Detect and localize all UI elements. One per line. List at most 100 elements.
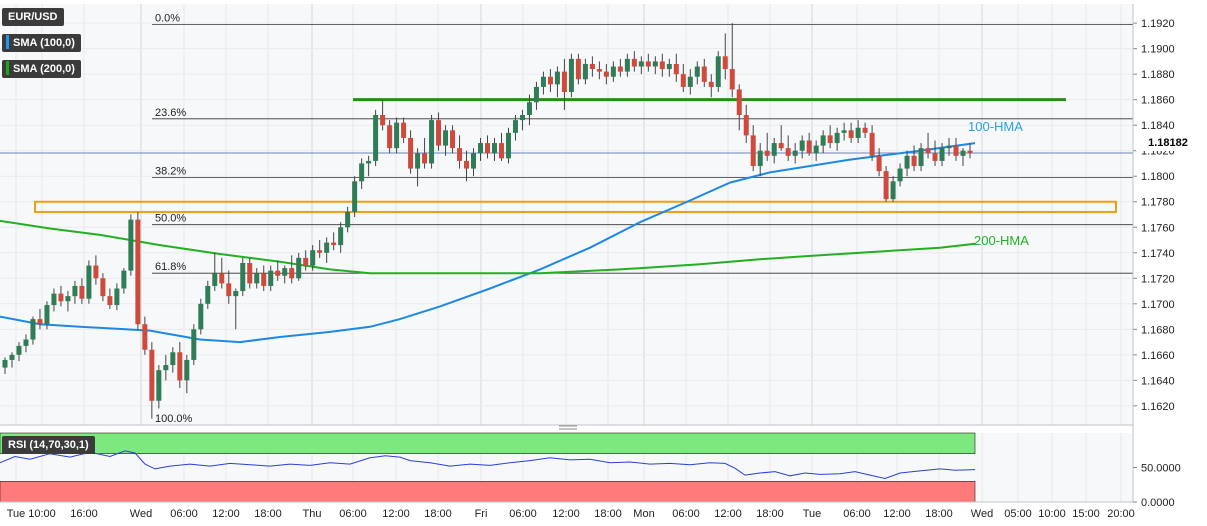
support-zone — [34, 200, 1117, 213]
x-tick-label: Wed — [971, 508, 993, 520]
candle-bear — [645, 61, 651, 67]
rsi-label[interactable]: RSI (14,70,30,1) — [2, 436, 95, 454]
candle-bull — [16, 345, 22, 355]
candle-bull — [505, 132, 511, 159]
candle-bear — [806, 140, 812, 154]
candle-bear — [177, 352, 183, 381]
candle-bull — [624, 58, 630, 72]
candle-bull — [282, 268, 288, 276]
x-tick-label: 15:00 — [1072, 508, 1100, 520]
candle-bull — [394, 122, 400, 149]
candle-bear — [135, 219, 141, 325]
candle-bear — [925, 148, 931, 154]
x-tick-label: 10:00 — [28, 508, 56, 520]
last-price-tag: 1.18182 — [1136, 135, 1200, 151]
rsi-y-tick-label: 50.0000 — [1141, 463, 1181, 475]
candle-bull — [813, 145, 819, 154]
annotations: 100-HMA 200-HMA — [968, 119, 1029, 248]
symbol-label[interactable]: EUR/USD — [2, 8, 64, 26]
candle-bear — [862, 127, 868, 133]
candle-bull — [582, 63, 588, 80]
candle-bull — [324, 242, 330, 253]
x-tick-label: 06:00 — [843, 508, 871, 520]
fib-level-label: 38.2% — [155, 166, 186, 178]
candle-bull — [373, 114, 379, 161]
candle-bear — [303, 257, 309, 266]
candle-bear — [848, 130, 854, 138]
y-tick-label: 1.1780 — [1141, 197, 1175, 209]
x-tick-label: 12:00 — [212, 508, 240, 520]
x-tick-label: Tue — [803, 508, 822, 520]
candle-bear — [498, 143, 504, 159]
candle-bull — [254, 273, 260, 284]
fib-level-label: 23.6% — [155, 107, 186, 119]
candle-bear — [575, 58, 581, 80]
candle-bull — [526, 102, 532, 115]
candle-bull — [170, 352, 176, 366]
candle-bull — [191, 329, 197, 360]
candle-bear — [408, 137, 414, 169]
candle-bull — [198, 303, 204, 330]
candle-bear — [107, 296, 113, 306]
candle-bear — [673, 63, 679, 75]
candle-bull — [212, 273, 218, 286]
rsi-y-tick-label: 0.0000 — [1141, 497, 1175, 509]
candle-bear — [37, 319, 43, 325]
candle-bear — [869, 132, 875, 156]
candle-bull — [834, 132, 840, 144]
candle-bull — [65, 296, 71, 302]
x-tick-label: Fri — [475, 508, 488, 520]
candle-bear — [380, 114, 386, 126]
candle-bull — [23, 339, 29, 346]
candle-bull — [121, 270, 127, 289]
rsi-line-path — [0, 450, 976, 480]
candle-bear — [701, 66, 707, 82]
candle-bear — [596, 69, 602, 72]
candle-bull — [687, 76, 693, 87]
x-tick-label: 06:00 — [509, 508, 537, 520]
candle-bear — [932, 153, 938, 161]
candle-bear — [547, 76, 553, 85]
x-tick-label: 05:00 — [1004, 508, 1032, 520]
x-tick-label: Tue — [7, 508, 26, 520]
y-tick-label: 1.1640 — [1141, 375, 1175, 387]
candle-bear — [401, 122, 407, 138]
candle-bear — [422, 153, 428, 164]
candle-bear — [79, 285, 85, 299]
candle-bull — [72, 285, 78, 297]
fib-level-label: 0.0% — [155, 12, 180, 24]
candle-bear — [464, 160, 470, 169]
candle-bull — [51, 293, 57, 306]
legend-sma100[interactable]: SMA (100,0) — [2, 34, 81, 52]
candle-bear — [100, 278, 106, 297]
candle-bull — [694, 66, 700, 77]
candle-bear — [729, 69, 735, 90]
legend-sma200[interactable]: SMA (200,0) — [2, 60, 81, 78]
candle-bear — [785, 148, 791, 156]
candle-bear — [261, 273, 267, 286]
candle-bear — [722, 56, 728, 70]
candle-bear — [967, 150, 973, 154]
candle-bear — [680, 74, 686, 87]
candle-bear — [764, 150, 770, 156]
candle-bull — [128, 219, 134, 271]
candle-bull — [946, 145, 952, 149]
rsi-line — [0, 450, 976, 480]
annotation-100hma: 100-HMA — [968, 119, 1023, 134]
candle-bull — [429, 120, 435, 164]
x-tick-label: 12:00 — [382, 508, 410, 520]
x-tick-label: 12:00 — [552, 508, 580, 520]
candle-bear — [827, 135, 833, 144]
candle-bear — [142, 324, 148, 350]
candle-bull — [268, 270, 274, 286]
candle-bear — [226, 283, 232, 297]
candle-bear — [911, 155, 917, 167]
y-tick-label: 1.1660 — [1141, 350, 1175, 362]
candle-bull — [533, 86, 539, 103]
candle-bear — [953, 145, 959, 156]
x-tick-label: 12:00 — [883, 508, 911, 520]
candle-bull — [478, 143, 484, 154]
y-tick-label: 1.1740 — [1141, 248, 1175, 260]
candle-bull — [205, 285, 211, 304]
